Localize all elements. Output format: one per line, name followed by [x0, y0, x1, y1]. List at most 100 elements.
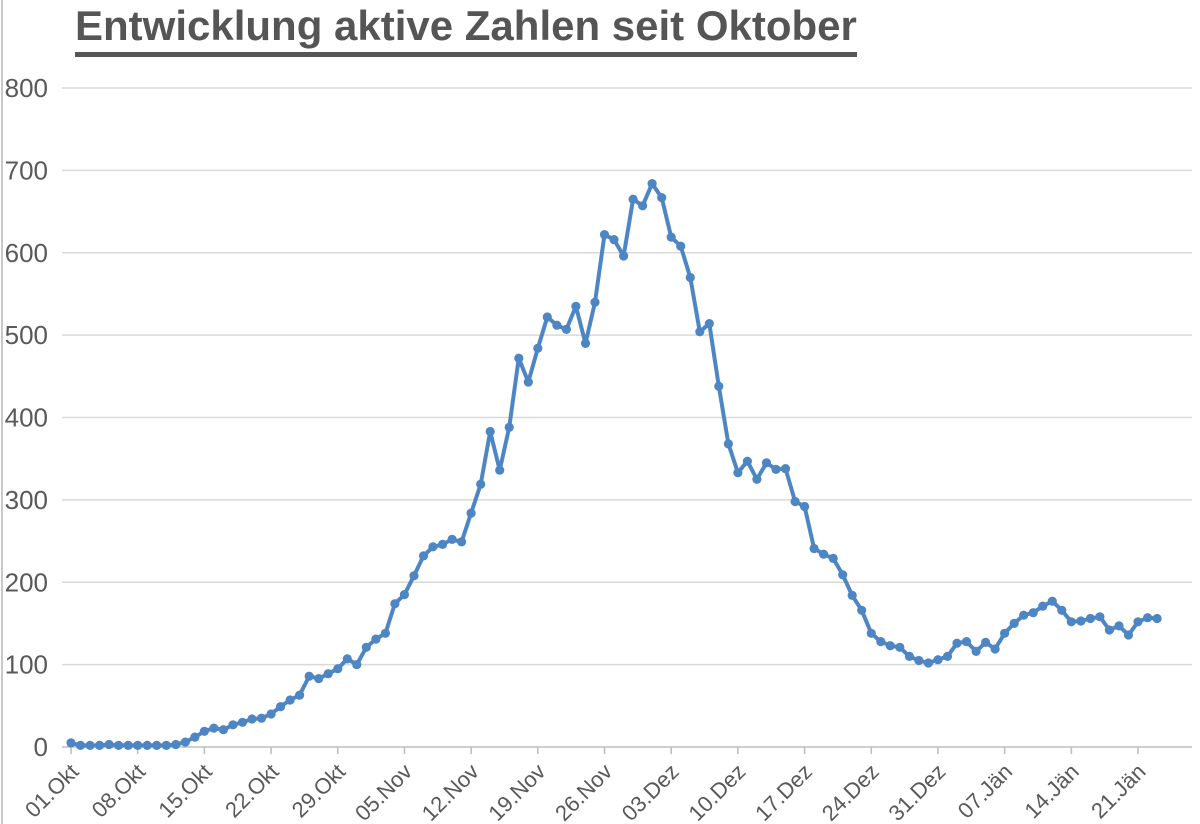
data-point [742, 456, 753, 466]
data-point [619, 251, 629, 261]
data-point [133, 740, 143, 751]
data-point [676, 241, 686, 251]
data-point [733, 468, 743, 478]
data-point [161, 740, 171, 751]
x-tick-label: 05.Nov [350, 759, 417, 824]
data-point [476, 479, 486, 489]
data-point [847, 590, 857, 601]
data-point [695, 327, 705, 337]
left-border-line [1, 0, 3, 824]
x-tick-label: 01.Okt [20, 759, 84, 823]
y-tick-label: 500 [5, 320, 48, 350]
data-point [828, 553, 838, 564]
data-point [1019, 610, 1029, 620]
data-point [971, 646, 981, 657]
data-point [438, 539, 448, 550]
data-point [885, 641, 895, 651]
data-point [495, 465, 505, 475]
data-point [218, 725, 228, 735]
data-point [104, 739, 114, 750]
data-point [399, 590, 409, 600]
data-point [1066, 617, 1076, 627]
data-point [895, 642, 905, 652]
data-point [866, 628, 876, 638]
data-point [152, 740, 162, 751]
data-point [1152, 613, 1162, 624]
y-tick-label: 200 [5, 567, 48, 597]
data-point [171, 739, 181, 750]
data-point [1057, 605, 1067, 615]
data-point [447, 534, 457, 545]
data-point [838, 570, 848, 580]
data-point [704, 319, 714, 329]
y-tick-label: 600 [5, 238, 48, 268]
x-tick-label: 14.Jän [1019, 759, 1083, 823]
data-point [323, 669, 333, 679]
data-point [685, 272, 695, 283]
y-tick-label: 700 [5, 155, 48, 185]
x-tick-label: 24.Dez [817, 759, 884, 824]
data-point [780, 464, 791, 474]
data-point [209, 723, 219, 733]
data-point [1114, 621, 1124, 631]
data-point [981, 637, 991, 648]
data-point [1143, 613, 1153, 623]
data-point [1000, 628, 1010, 638]
data-point [228, 720, 238, 730]
data-point [942, 651, 953, 662]
data-point [247, 714, 257, 724]
chart-title: Entwicklung aktive Zahlen seit Oktober [75, 2, 857, 57]
data-point [561, 324, 572, 334]
x-tick-label: 15.Okt [153, 759, 217, 823]
data-point [180, 737, 190, 747]
data-point [666, 232, 676, 242]
data-point [514, 353, 524, 363]
chart-header: Entwicklung aktive Zahlen seit Oktober [75, 2, 857, 57]
x-tick-label: 29.Okt [287, 759, 351, 823]
x-tick-label: 19.Nov [483, 759, 550, 824]
data-point [85, 740, 95, 751]
y-tick-label: 800 [5, 73, 48, 103]
data-point [295, 690, 305, 700]
data-point [533, 343, 543, 353]
data-point [1133, 617, 1143, 627]
data-point [647, 179, 657, 189]
x-tick-label: 03.Dez [617, 759, 684, 824]
y-tick-label: 0 [34, 732, 48, 762]
data-point [1085, 613, 1095, 624]
y-tick-label: 400 [5, 403, 48, 433]
data-point [95, 740, 105, 751]
x-tick-label: 22.Okt [220, 759, 284, 823]
data-point [752, 474, 762, 484]
data-point [466, 508, 476, 518]
data-point [990, 644, 1000, 654]
data-point [628, 194, 638, 204]
x-tick-label: 31.Dez [884, 759, 951, 824]
data-point [790, 496, 800, 507]
data-point [1047, 596, 1057, 606]
data-point [428, 542, 438, 552]
x-tick-label: 26.Nov [550, 759, 617, 824]
data-point [714, 381, 724, 391]
data-point [504, 422, 514, 432]
data-point [657, 193, 667, 203]
data-point [809, 543, 819, 554]
data-point [142, 740, 152, 751]
data-point [904, 651, 915, 662]
series-line [69, 181, 1160, 748]
data-point [819, 549, 829, 559]
data-point [314, 674, 324, 684]
data-point [542, 312, 552, 322]
data-point [485, 426, 495, 437]
x-tick-label: 10.Dez [683, 759, 750, 824]
data-point [266, 709, 276, 719]
data-point [961, 637, 972, 647]
data-point [457, 537, 467, 547]
data-point [237, 717, 248, 727]
data-point [1076, 616, 1086, 626]
data-point [342, 654, 352, 664]
y-tick-label: 300 [5, 485, 48, 515]
data-point [371, 634, 381, 644]
data-point [1104, 625, 1114, 635]
data-point [914, 655, 924, 666]
